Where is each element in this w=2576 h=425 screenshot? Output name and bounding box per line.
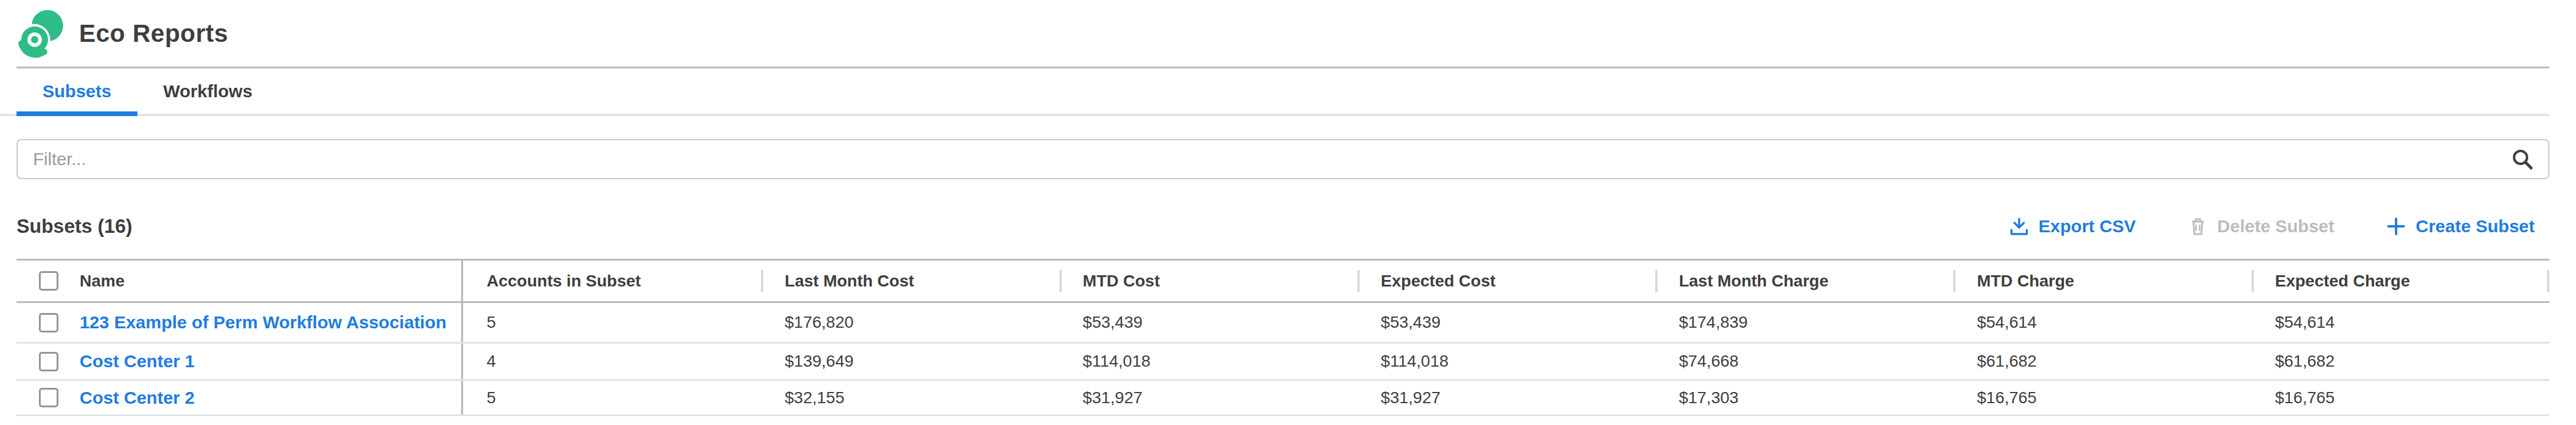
subsets-table: Name Accounts in Subset Last Month Cost … <box>17 259 2549 416</box>
tab-subsets[interactable]: Subsets <box>17 68 137 114</box>
row-checkbox[interactable] <box>39 352 58 371</box>
column-header-mtd-cost: MTD Cost <box>1059 261 1357 301</box>
cell-expected-charge: $54,614 <box>2252 303 2549 342</box>
column-header-name-label: Name <box>80 272 124 291</box>
search-icon[interactable] <box>2511 147 2534 171</box>
cell-last-month-charge: $174,839 <box>1655 303 1953 342</box>
cell-mtd-cost: $31,927 <box>1059 381 1357 414</box>
cell-mtd-cost: $114,018 <box>1059 344 1357 379</box>
table-row: Cost Center 2 5 $32,155 $31,927 $31,927 … <box>17 381 2549 416</box>
delete-subset-button[interactable]: Delete Subset <box>2188 216 2334 236</box>
densify-logo-icon <box>17 9 65 58</box>
trash-icon <box>2188 216 2208 236</box>
subsets-toolbar: Subsets (16) Export CSV Delete Subset Cr <box>17 210 2535 243</box>
tab-subsets-label: Subsets <box>42 81 111 101</box>
delete-subset-label: Delete Subset <box>2217 216 2334 236</box>
export-csv-button[interactable]: Export CSV <box>2009 216 2136 236</box>
download-icon <box>2009 216 2029 236</box>
cell-expected-charge: $61,682 <box>2252 344 2549 379</box>
column-header-name: Name <box>17 261 463 301</box>
cell-accounts: 5 <box>463 303 761 342</box>
cell-accounts: 4 <box>463 344 761 379</box>
cell-mtd-charge: $16,765 <box>1953 381 2251 414</box>
cell-last-month-charge: $74,668 <box>1655 344 1953 379</box>
cell-last-month-cost: $32,155 <box>761 381 1059 414</box>
table-row: 123 Example of Perm Workflow Association… <box>17 303 2549 344</box>
table-row: Cost Center 1 4 $139,649 $114,018 $114,0… <box>17 344 2549 381</box>
plus-icon <box>2386 216 2406 236</box>
cell-last-month-cost: $139,649 <box>761 344 1059 379</box>
create-subset-label: Create Subset <box>2416 216 2535 236</box>
column-header-mtd-charge: MTD Charge <box>1953 261 2251 301</box>
tab-bar: Subsets Workflows <box>0 68 2549 116</box>
row-checkbox[interactable] <box>39 388 58 407</box>
cell-last-month-cost: $176,820 <box>761 303 1059 342</box>
subsets-count-heading: Subsets (16) <box>17 215 132 238</box>
cell-expected-cost: $53,439 <box>1357 303 1655 342</box>
subset-link[interactable]: 123 Example of Perm Workflow Association <box>80 312 447 332</box>
column-header-expected-cost: Expected Cost <box>1357 261 1655 301</box>
column-header-accounts-in-subset: Accounts in Subset <box>463 261 761 301</box>
cell-accounts: 5 <box>463 381 761 414</box>
column-header-last-month-charge: Last Month Charge <box>1655 261 1953 301</box>
column-header-last-month-cost: Last Month Cost <box>761 261 1059 301</box>
subset-link[interactable]: Cost Center 1 <box>80 351 195 371</box>
table-header-row: Name Accounts in Subset Last Month Cost … <box>17 261 2549 303</box>
select-all-checkbox[interactable] <box>39 271 58 291</box>
cell-expected-cost: $114,018 <box>1357 344 1655 379</box>
page-title: Eco Reports <box>79 19 228 48</box>
export-csv-label: Export CSV <box>2039 216 2136 236</box>
name-cell: 123 Example of Perm Workflow Association <box>17 303 463 342</box>
cell-mtd-charge: $54,614 <box>1953 303 2251 342</box>
toolbar-actions: Export CSV Delete Subset Create Subset <box>2009 216 2535 236</box>
row-checkbox[interactable] <box>39 313 58 332</box>
column-header-expected-charge: Expected Charge <box>2252 261 2549 301</box>
name-cell: Cost Center 1 <box>17 344 463 379</box>
cell-expected-charge: $16,765 <box>2252 381 2549 414</box>
filter-input[interactable] <box>17 139 2549 179</box>
cell-last-month-charge: $17,303 <box>1655 381 1953 414</box>
app-header: Eco Reports <box>0 0 2576 67</box>
create-subset-button[interactable]: Create Subset <box>2386 216 2535 236</box>
cell-expected-cost: $31,927 <box>1357 381 1655 414</box>
filter-row <box>17 139 2549 179</box>
tab-workflows[interactable]: Workflows <box>137 68 278 114</box>
name-cell: Cost Center 2 <box>17 381 463 414</box>
tab-workflows-label: Workflows <box>163 81 252 101</box>
cell-mtd-charge: $61,682 <box>1953 344 2251 379</box>
cell-mtd-cost: $53,439 <box>1059 303 1357 342</box>
subset-link[interactable]: Cost Center 2 <box>80 388 195 408</box>
